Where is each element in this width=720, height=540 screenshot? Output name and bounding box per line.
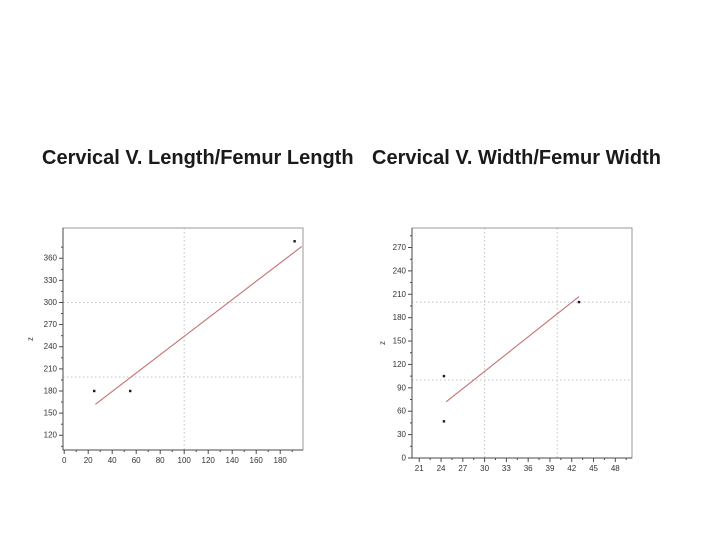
data-point [293, 240, 296, 243]
y-tick-label: 300 [44, 298, 58, 307]
y-tick-label: 150 [393, 337, 407, 346]
data-point [93, 389, 96, 393]
y-tick-label: 270 [44, 320, 58, 329]
x-tick-label: 100 [178, 456, 192, 465]
y-tick-label: 210 [44, 364, 58, 373]
y-tick-label: 0 [402, 454, 407, 463]
y-tick-label: 120 [44, 431, 58, 440]
x-tick-label: 120 [202, 456, 216, 465]
x-tick-label: 20 [84, 456, 93, 465]
x-tick-label: 180 [274, 456, 288, 465]
x-tick-label: 0 [62, 456, 67, 465]
data-point [129, 389, 132, 393]
y-tick-label: 240 [44, 342, 58, 351]
y-axis-label: z [378, 341, 387, 345]
y-tick-label: 90 [397, 383, 406, 392]
x-tick-label: 45 [589, 464, 598, 473]
data-point [442, 420, 446, 423]
y-tick-label: 210 [393, 290, 407, 299]
y-tick-label: 270 [393, 243, 407, 252]
scatter-plot-svg: 21 24 27 30 33 36 39 42 45 48 0 30 60 90 120 150 180 210 2… [378, 227, 633, 473]
y-axis-label: z [26, 337, 35, 341]
y-tick-label: 240 [393, 266, 407, 275]
x-tick-label: 39 [546, 464, 555, 473]
x-tick-label: 60 [132, 456, 141, 465]
fit-line [95, 246, 303, 405]
x-tick-label: 48 [611, 464, 620, 473]
y-tick-label: 30 [397, 430, 406, 439]
y-tick-label: 180 [44, 386, 58, 395]
y-tick-label: 180 [393, 313, 407, 322]
x-tick-label: 160 [250, 456, 264, 465]
y-tick-label: 330 [44, 276, 58, 285]
x-tick-label: 30 [480, 464, 489, 473]
x-tick-label: 140 [226, 456, 240, 465]
x-tick-label: 36 [524, 464, 533, 473]
chart-title-left: Cervical V. Length/Femur Length [42, 147, 354, 169]
y-tick-label: 150 [44, 409, 58, 418]
y-tick-label: 360 [44, 254, 58, 263]
data-point [442, 374, 446, 378]
fit-line [445, 296, 580, 403]
plot-frame [411, 227, 633, 459]
y-tick-label: 120 [393, 360, 407, 369]
x-tick-label: 42 [567, 464, 576, 473]
scatter-plot-width: 21 24 27 30 33 36 39 42 45 48 0 30 60 90 120 150 180 210 2… [370, 218, 682, 490]
plot-frame [62, 227, 304, 451]
x-tick-label: 24 [437, 464, 446, 473]
y-tick-label: 60 [397, 407, 406, 416]
chart-title-right: Cervical V. Width/Femur Width [372, 147, 661, 169]
data-point [577, 300, 581, 304]
scatter-plot-svg: 0 20 40 60 80 100 120 140 160 180 120 150 180 210 240 2… [26, 227, 304, 465]
x-tick-label: 33 [502, 464, 511, 473]
scatter-plot-length: 0 20 40 60 80 100 120 140 160 180 120 150 180 210 240 2… [14, 218, 320, 480]
x-tick-label: 80 [156, 456, 165, 465]
x-tick-label: 27 [458, 464, 467, 473]
x-tick-label: 21 [415, 464, 424, 473]
x-tick-label: 40 [108, 456, 117, 465]
